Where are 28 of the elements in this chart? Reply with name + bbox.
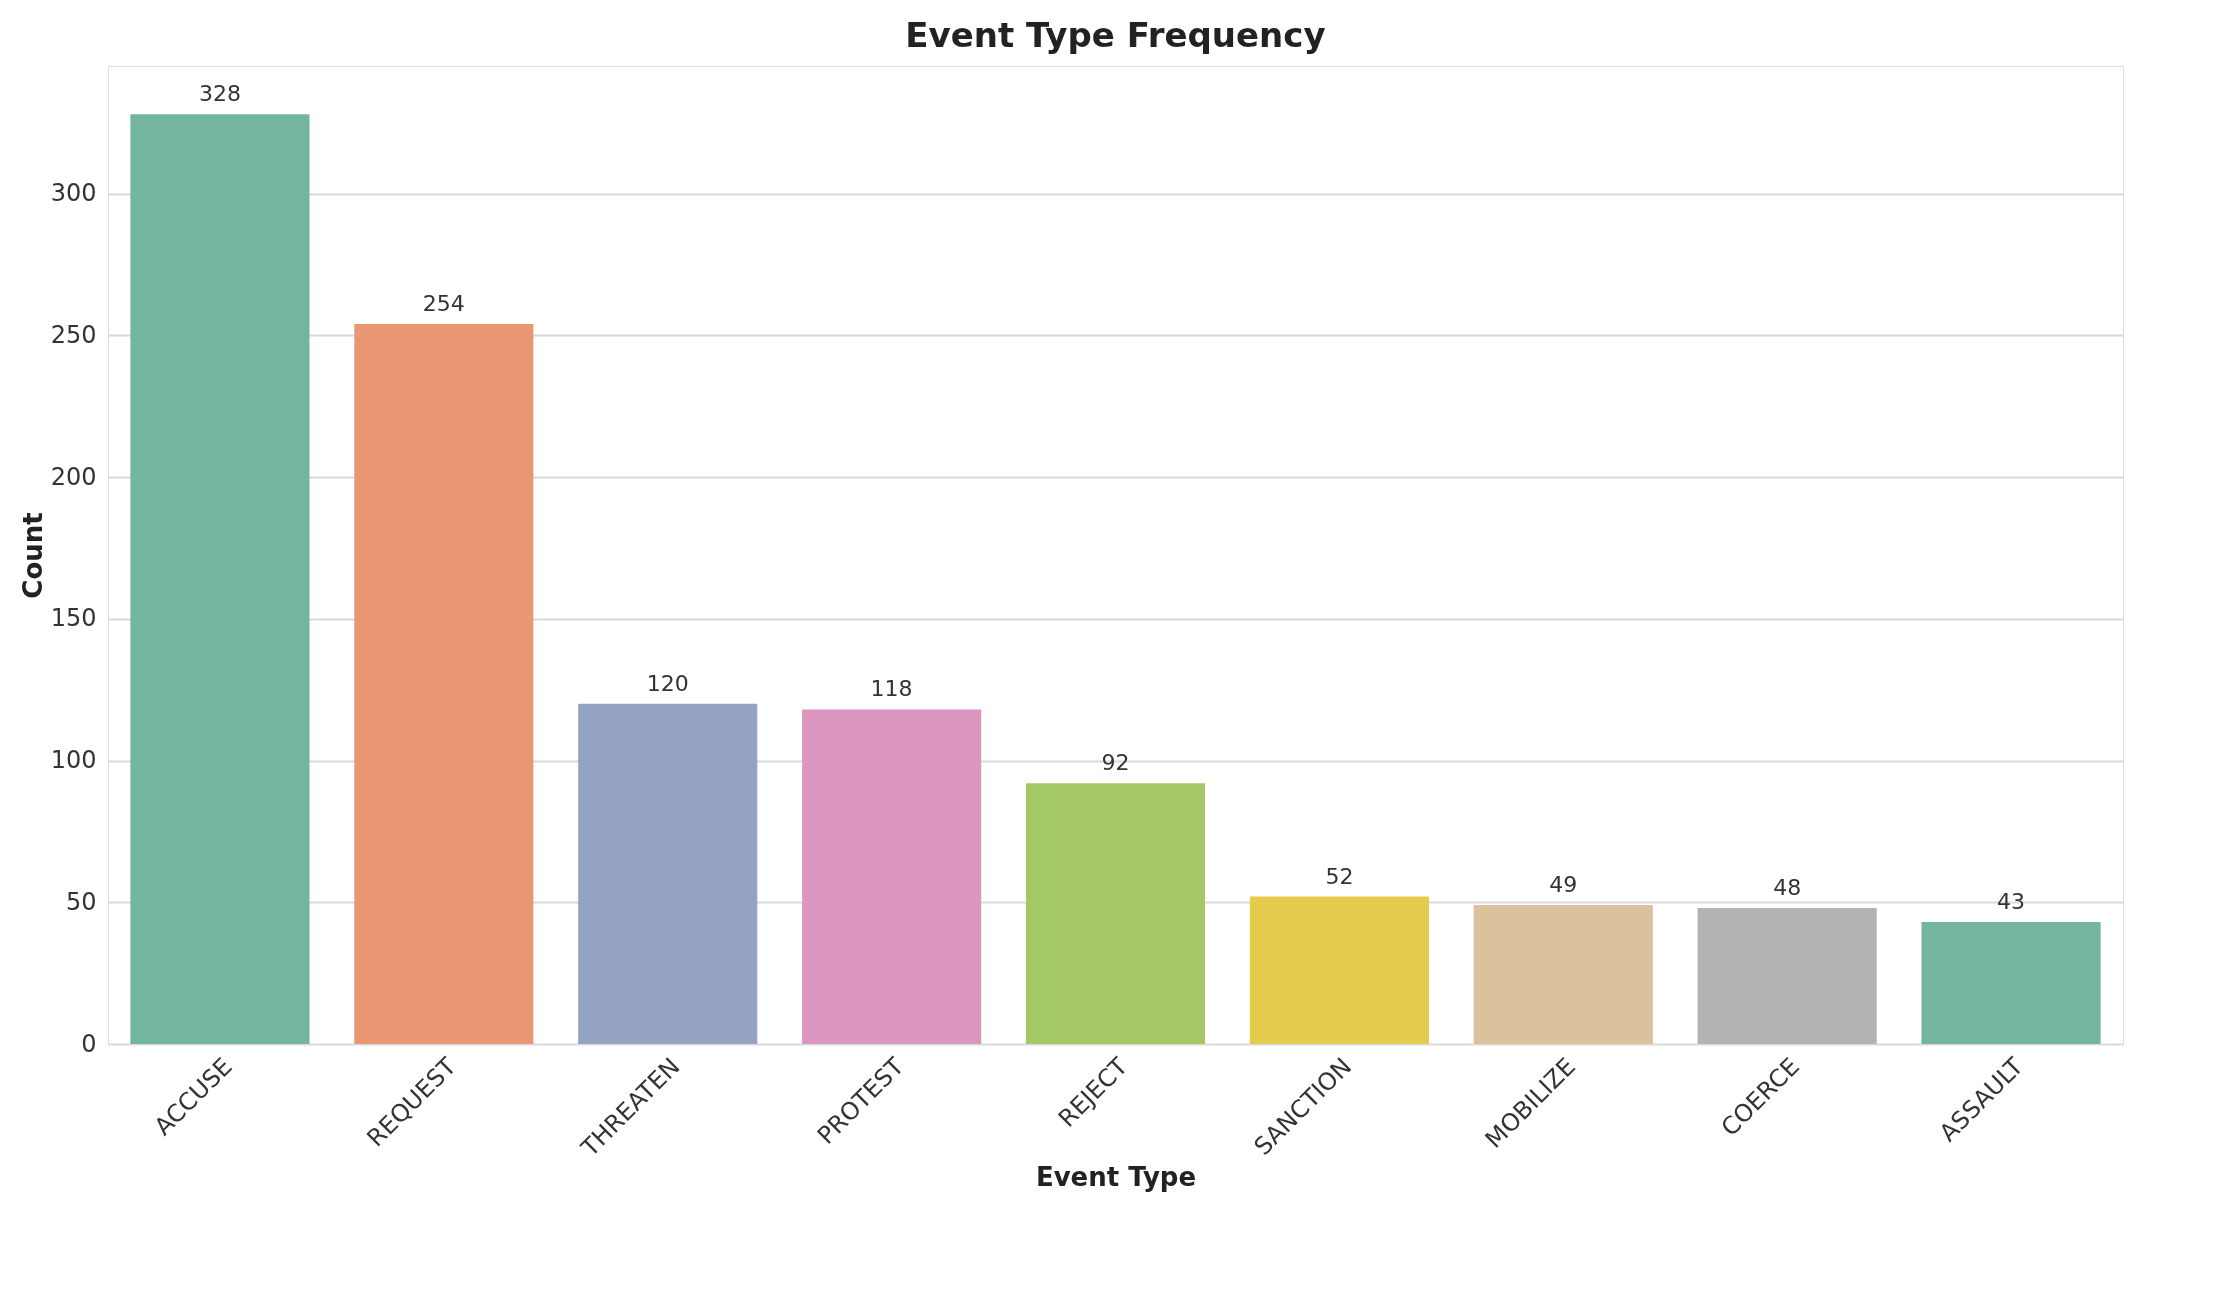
- data-label: 254: [422, 290, 465, 316]
- bar: [1473, 905, 1653, 1044]
- data-label: 120: [646, 670, 689, 696]
- bar: [802, 709, 982, 1044]
- y-tick-label: 150: [50, 604, 97, 633]
- x-axis-title: Event Type: [1035, 1162, 1197, 1193]
- y-tick-label: 300: [50, 179, 97, 208]
- bar: [1249, 896, 1429, 1044]
- bar: [1697, 907, 1877, 1044]
- data-label: 43: [1997, 889, 2026, 915]
- y-axis-title: Count: [17, 512, 48, 599]
- y-tick-label: 100: [50, 746, 97, 775]
- data-label: 92: [1101, 750, 1130, 776]
- data-label: 118: [870, 676, 913, 702]
- chart-title: Event Type Frequency: [905, 15, 1326, 55]
- bar: [130, 114, 310, 1044]
- y-tick-label: 250: [50, 320, 97, 349]
- bar: [1921, 922, 2101, 1044]
- bar: [578, 703, 758, 1044]
- bar: [1025, 783, 1206, 1044]
- data-label: 49: [1549, 872, 1578, 898]
- data-label: 52: [1325, 863, 1354, 889]
- y-tick-label: 50: [65, 887, 97, 916]
- data-label: 48: [1773, 874, 1802, 900]
- bar: [354, 323, 534, 1044]
- data-label: 328: [198, 81, 241, 107]
- y-tick-label: 0: [81, 1029, 97, 1058]
- y-tick-label: 200: [50, 462, 97, 491]
